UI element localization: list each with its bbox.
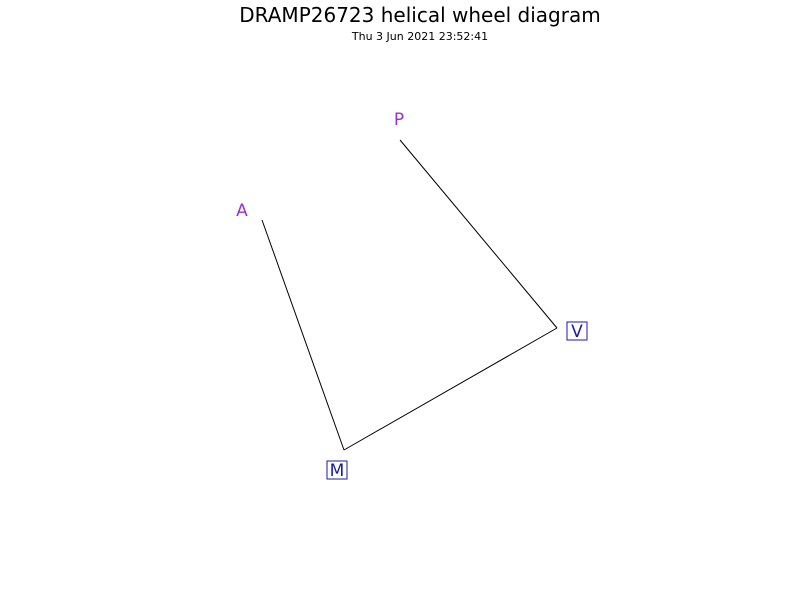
residue-v-label: V (571, 322, 583, 342)
diagram-title: DRAMP26723 helical wheel diagram (239, 3, 600, 27)
connector-v-m (343, 327, 558, 451)
residue-p: P (394, 110, 404, 130)
connector-p-v (399, 139, 558, 329)
diagram-timestamp: Thu 3 Jun 2021 23:52:41 (351, 30, 488, 43)
residue-m-box (326, 460, 348, 480)
residue-a: A (236, 201, 248, 221)
residue-v: V (566, 321, 588, 342)
residue-v-box (566, 321, 588, 341)
residue-a-label: A (236, 201, 248, 221)
residue-m: M (326, 460, 348, 481)
residue-m-label: M (330, 461, 345, 481)
connector-m-a (261, 219, 345, 451)
residue-p-label: P (394, 110, 404, 130)
